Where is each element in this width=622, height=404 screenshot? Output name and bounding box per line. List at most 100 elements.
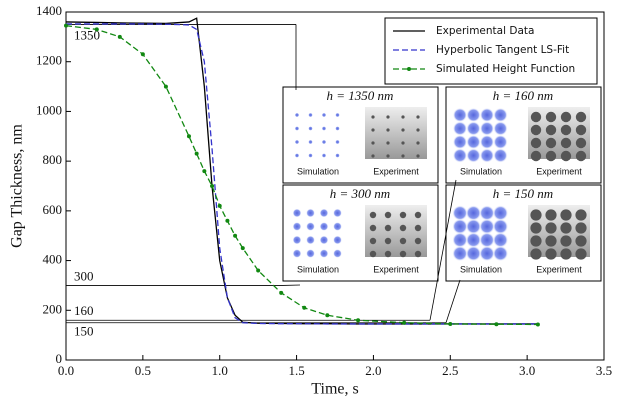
sim-blob	[333, 249, 342, 258]
exp-dot	[546, 125, 556, 135]
exp-dot	[560, 235, 571, 246]
sim-blob	[480, 108, 494, 122]
exp-dot	[371, 128, 374, 131]
x-tick-label: 2.5	[442, 363, 458, 378]
sim-blob	[333, 209, 342, 218]
level-label: 160	[74, 303, 94, 318]
sim-blob	[493, 148, 507, 162]
inset-label: Simulation	[297, 264, 339, 274]
inset-title: h = 160 nm	[493, 88, 553, 103]
x-tick-label: 1.5	[288, 363, 304, 378]
exp-dot	[385, 225, 391, 231]
point	[402, 321, 406, 325]
y-tick-label: 600	[43, 202, 63, 217]
exp-dot	[385, 238, 391, 244]
x-tick-label: 1.0	[212, 363, 228, 378]
sim-blob	[322, 126, 326, 130]
point	[536, 322, 540, 326]
exp-dot	[576, 151, 586, 161]
exp-dot	[575, 222, 586, 233]
inset-title: h = 300 nm	[330, 186, 390, 201]
sim-blob	[452, 205, 467, 220]
point	[202, 169, 206, 173]
x-axis-label: Time, s	[311, 381, 358, 398]
sim-blob	[295, 113, 299, 117]
sim-blob	[322, 140, 326, 144]
sim-blob	[335, 153, 339, 157]
exp-dot	[576, 138, 586, 148]
point	[233, 234, 237, 238]
exp-dot	[400, 238, 406, 244]
inset: h = 160 nmSimulationExperiment	[446, 87, 601, 183]
x-tick-label: 3.5	[596, 363, 612, 378]
exp-dot	[561, 138, 571, 148]
exp-dot	[576, 112, 586, 122]
y-tick-label: 800	[43, 152, 63, 167]
exp-dot	[546, 151, 556, 161]
exp-dot	[385, 212, 391, 218]
exp-dot	[400, 251, 406, 257]
sim-blob	[493, 232, 508, 247]
sim-blob	[466, 232, 481, 247]
level-label: 300	[74, 268, 94, 283]
sim-blob	[479, 232, 494, 247]
exp-dot	[530, 248, 541, 259]
exp-dot	[576, 125, 586, 135]
exp-dot	[415, 225, 421, 231]
inset-label: Experiment	[536, 166, 582, 176]
exp-dot	[561, 125, 571, 135]
x-tick-label: 3.0	[519, 363, 535, 378]
exp-dot	[386, 128, 389, 131]
sim-blob	[452, 232, 467, 247]
point	[164, 85, 168, 89]
point	[210, 184, 214, 188]
legend-dot	[407, 67, 411, 71]
sim-blob	[293, 222, 302, 231]
exp-dot	[370, 225, 376, 231]
sim-blob	[335, 126, 339, 130]
exp-dot	[386, 115, 389, 118]
exp-dot	[401, 128, 404, 131]
sim-blob	[480, 148, 494, 162]
sim-blob	[295, 153, 299, 157]
sim-blob	[333, 222, 342, 231]
point	[448, 322, 452, 326]
exp-dot	[370, 212, 376, 218]
exp-dot	[385, 251, 391, 257]
sim-blob	[320, 236, 329, 245]
sim-blob	[493, 205, 508, 220]
exp-dot	[575, 209, 586, 220]
point	[494, 322, 498, 326]
point	[302, 306, 306, 310]
exp-dot	[416, 154, 419, 157]
sim-blob	[308, 153, 312, 157]
sim-blob	[493, 108, 507, 122]
exp-dot	[531, 151, 541, 161]
inset-title: h = 1350 nm	[327, 88, 394, 103]
sim-blob	[295, 140, 299, 144]
point	[218, 204, 222, 208]
exp-dot	[400, 212, 406, 218]
exp-dot	[531, 125, 541, 135]
y-axis-label: Gap Thickness, nm	[9, 124, 26, 248]
exp-dot	[416, 128, 419, 131]
y-tick-label: 0	[56, 351, 63, 366]
point	[356, 318, 360, 322]
sim-blob	[479, 205, 494, 220]
exp-dot	[561, 112, 571, 122]
sim-blob	[453, 121, 467, 135]
level-arrow	[446, 280, 460, 323]
x-tick-label: 2.0	[365, 363, 381, 378]
sim-blob	[480, 121, 494, 135]
sim-blob	[466, 121, 480, 135]
sim-blob	[308, 113, 312, 117]
exp-dot	[416, 115, 419, 118]
sim-blob	[308, 140, 312, 144]
point	[325, 313, 329, 317]
sim-blob	[466, 219, 481, 234]
sim-blob	[308, 126, 312, 130]
exp-dot	[545, 235, 556, 246]
legend-label: Hyperbolic Tangent LS-Fit	[436, 44, 569, 56]
exp-dot	[415, 238, 421, 244]
